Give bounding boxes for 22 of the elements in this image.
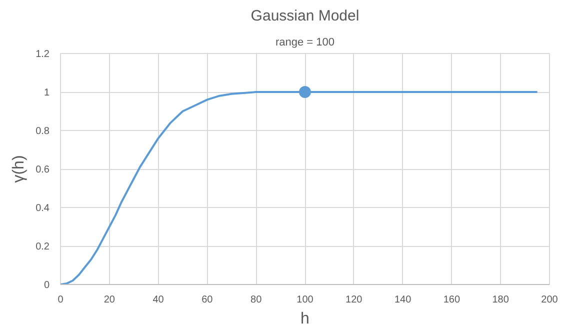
chart-subtitle: range = 100 <box>275 36 335 48</box>
y-tick-label: 0.4 <box>36 203 50 214</box>
y-tick-label: 1 <box>44 88 50 98</box>
x-tick-label: 180 <box>492 294 510 306</box>
x-tick-label: 200 <box>541 294 558 306</box>
y-tick-label: 0 <box>44 280 50 291</box>
x-tick-label: 140 <box>394 294 412 306</box>
x-tick-label: 40 <box>152 294 164 306</box>
y-axis-title: γ(h) <box>10 155 28 183</box>
x-axis-title: h <box>300 310 310 328</box>
y-tick-label: 1.2 <box>36 49 50 60</box>
x-tick-label: 160 <box>443 294 460 306</box>
y-tick-label: 0.6 <box>36 164 50 176</box>
x-tick-label: 60 <box>202 294 214 306</box>
x-tick-label: 0 <box>58 294 64 306</box>
x-tick-label: 80 <box>250 294 262 306</box>
x-tick-label: 100 <box>296 294 314 306</box>
y-tick-label: 0.8 <box>36 126 50 137</box>
y-tick-label: 0.2 <box>36 242 50 252</box>
x-tick-label: 20 <box>104 294 116 306</box>
chart-title: Gaussian Model <box>250 8 360 24</box>
x-tick-label: 120 <box>346 294 363 306</box>
